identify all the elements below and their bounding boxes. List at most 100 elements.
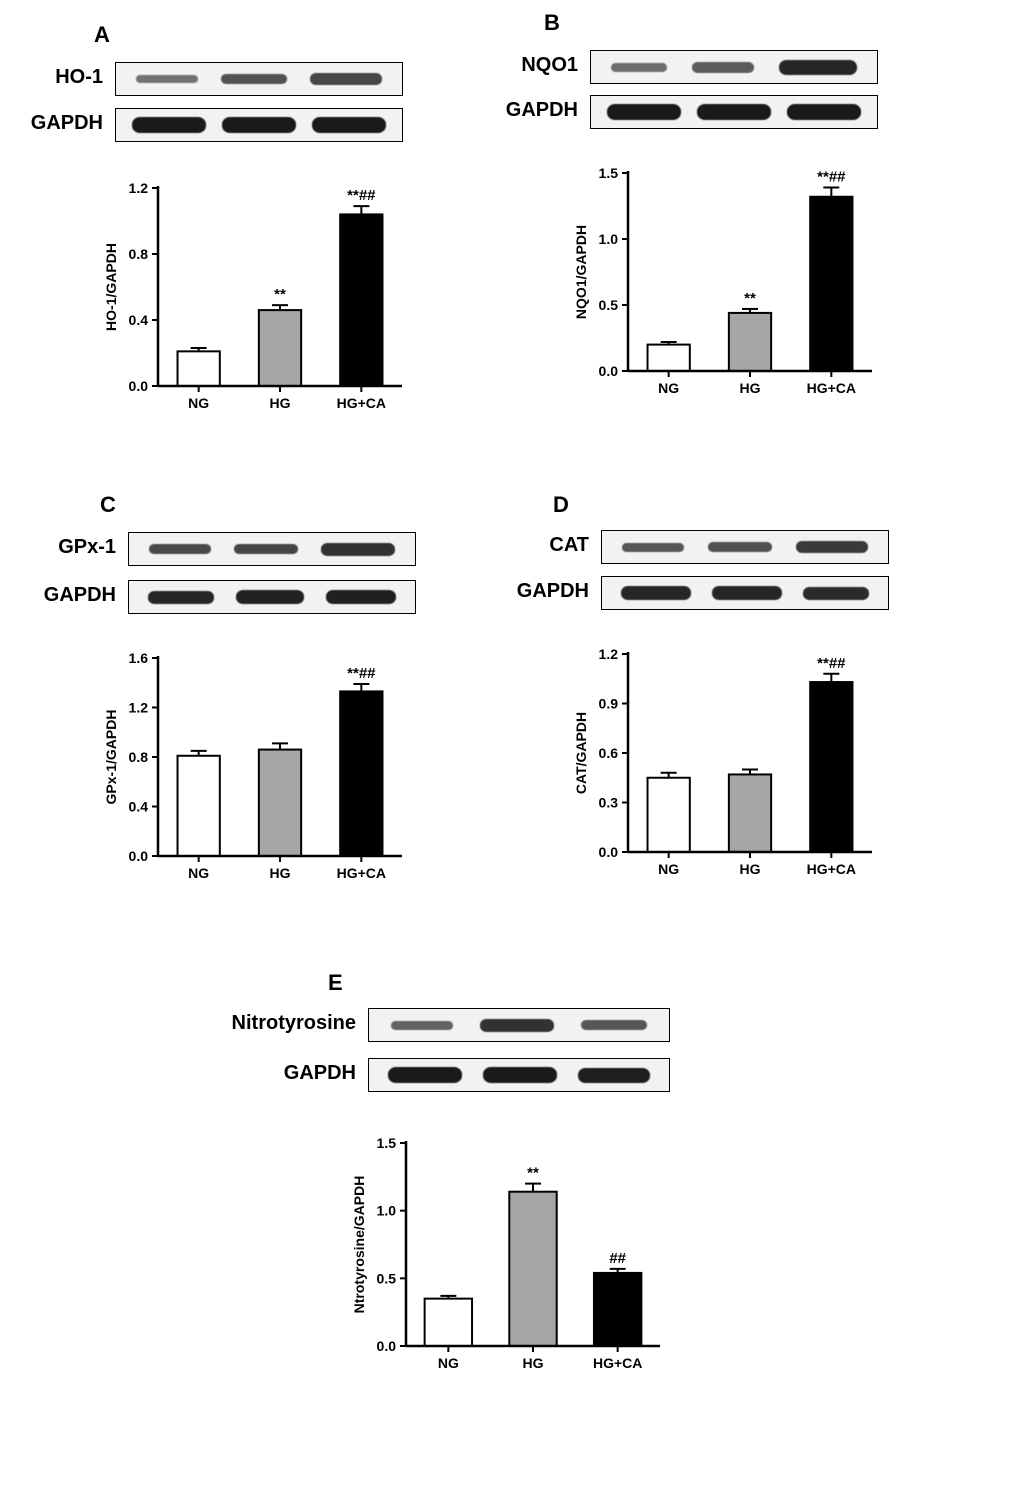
y-tick-label: 1.5	[599, 165, 619, 181]
x-category-label: HG	[740, 380, 761, 396]
y-tick-label: 0.8	[129, 246, 149, 262]
western-blot-strip	[115, 62, 403, 96]
blot-band	[388, 1067, 462, 1083]
x-category-label: NG	[188, 865, 209, 881]
x-category-label: HG+CA	[807, 861, 856, 877]
blot-label: GAPDH	[22, 112, 103, 135]
western-blot-strip	[601, 576, 889, 610]
significance-marker: **##	[817, 169, 846, 186]
y-tick-label: 0.6	[599, 745, 619, 761]
blot-band	[578, 1068, 650, 1083]
blot-band	[581, 1020, 647, 1030]
blot-band	[607, 104, 681, 120]
y-tick-label: 1.5	[377, 1135, 397, 1151]
bar-chart: 0.00.40.81.2NG**HG**##HG+CAHO-1/GAPDH	[100, 170, 410, 420]
blot-band	[234, 544, 298, 554]
significance-marker: ##	[609, 1250, 626, 1267]
y-tick-label: 1.0	[599, 231, 619, 247]
blot-band	[787, 104, 861, 120]
blot-label: HO-1	[22, 66, 103, 89]
panel-letter: A	[94, 22, 110, 48]
western-blot-strip	[368, 1058, 670, 1092]
y-tick-label: 0.5	[377, 1270, 397, 1286]
blot-band	[692, 62, 754, 73]
panel-letter: C	[100, 492, 116, 518]
x-category-label: HG+CA	[807, 380, 856, 396]
western-blot-strip	[128, 580, 416, 614]
chart-container: 0.00.40.81.21.6NGHG**##HG+CAGPx-1/GAPDH	[100, 640, 410, 890]
y-tick-label: 0.8	[129, 749, 149, 765]
bar	[729, 313, 771, 371]
western-blot-strip	[128, 532, 416, 566]
blot-band	[148, 591, 214, 604]
blot-label: GPx-1	[30, 536, 116, 559]
blot-band	[222, 117, 296, 133]
blot-band	[779, 60, 857, 75]
x-category-label: NG	[658, 861, 679, 877]
chart-container: 0.0 0.5 1.0 1.5 NG ** HG **## HG+CA NQO1/GAPDH	[570, 155, 880, 405]
y-tick-label: 0.9	[599, 696, 619, 712]
y-axis-label: CAT/GAPDH	[573, 712, 589, 794]
panel-letter: B	[544, 10, 560, 36]
bar	[729, 774, 771, 852]
y-tick-label: 0.0	[129, 848, 149, 864]
bar	[509, 1192, 556, 1346]
x-category-label: HG+CA	[337, 865, 386, 881]
x-category-label: HG	[270, 395, 291, 411]
bar	[340, 691, 382, 856]
blot-band	[310, 73, 382, 85]
significance-marker: **	[527, 1165, 539, 1182]
blot-band	[149, 544, 211, 554]
y-tick-label: 1.0	[377, 1203, 397, 1219]
y-tick-label: 0.0	[599, 363, 619, 379]
blot-label: GAPDH	[498, 580, 589, 603]
y-axis-label: NQO1/GAPDH	[573, 225, 589, 319]
bar	[259, 750, 301, 856]
significance-marker: **##	[347, 187, 376, 204]
y-tick-label: 0.0	[377, 1338, 397, 1354]
blot-band	[236, 590, 304, 604]
blot-label: CAT	[498, 534, 589, 557]
x-category-label: NG	[188, 395, 209, 411]
x-category-label: HG+CA	[337, 395, 386, 411]
significance-marker: **##	[817, 655, 846, 672]
x-category-label: NG	[658, 380, 679, 396]
significance-marker: **	[744, 290, 756, 307]
blot-label: NQO1	[480, 54, 578, 77]
bar	[425, 1299, 472, 1346]
blot-band	[611, 63, 667, 72]
blot-band	[480, 1019, 554, 1032]
western-blot-strip	[590, 50, 878, 84]
blot-band	[132, 117, 206, 133]
blot-label: Nitrotyrosine	[180, 1012, 356, 1035]
chart-container: 0.00.30.60.91.2NGHG**##HG+CACAT/GAPDH	[570, 636, 880, 886]
y-tick-label: 1.2	[129, 180, 149, 196]
chart-container: 0.00.51.01.5NG**HG##HG+CANtrotyrosine/GA…	[348, 1125, 668, 1380]
blot-band	[621, 586, 691, 600]
x-category-label: HG	[270, 865, 291, 881]
western-blot-strip	[590, 95, 878, 129]
x-category-label: HG+CA	[593, 1355, 642, 1371]
western-blot-strip	[601, 530, 889, 564]
y-axis-label: Ntrotyrosine/GAPDH	[351, 1176, 367, 1314]
western-blot-strip	[115, 108, 403, 142]
y-tick-label: 0.5	[599, 297, 619, 313]
y-tick-label: 0.3	[599, 795, 619, 811]
panel-letter: D	[553, 492, 569, 518]
x-category-label: HG	[740, 861, 761, 877]
bar	[810, 197, 852, 371]
blot-band	[221, 74, 287, 84]
bar-chart: 0.00.30.60.91.2NGHG**##HG+CACAT/GAPDH	[570, 636, 880, 886]
blot-band	[803, 587, 869, 600]
bar-chart: 0.00.51.01.5NG**HG##HG+CANtrotyrosine/GA…	[348, 1125, 668, 1380]
x-category-label: NG	[438, 1355, 459, 1371]
blot-band	[796, 541, 868, 553]
western-blot-strip	[368, 1008, 670, 1042]
blot-band	[483, 1067, 557, 1083]
y-tick-label: 1.2	[129, 700, 149, 716]
blot-band	[136, 75, 198, 83]
bar-chart: 0.0 0.5 1.0 1.5 NG ** HG **## HG+CA NQO1/GAPDH	[570, 155, 880, 405]
y-tick-label: 0.0	[129, 378, 149, 394]
significance-marker: **##	[347, 665, 376, 682]
bar	[648, 345, 690, 371]
